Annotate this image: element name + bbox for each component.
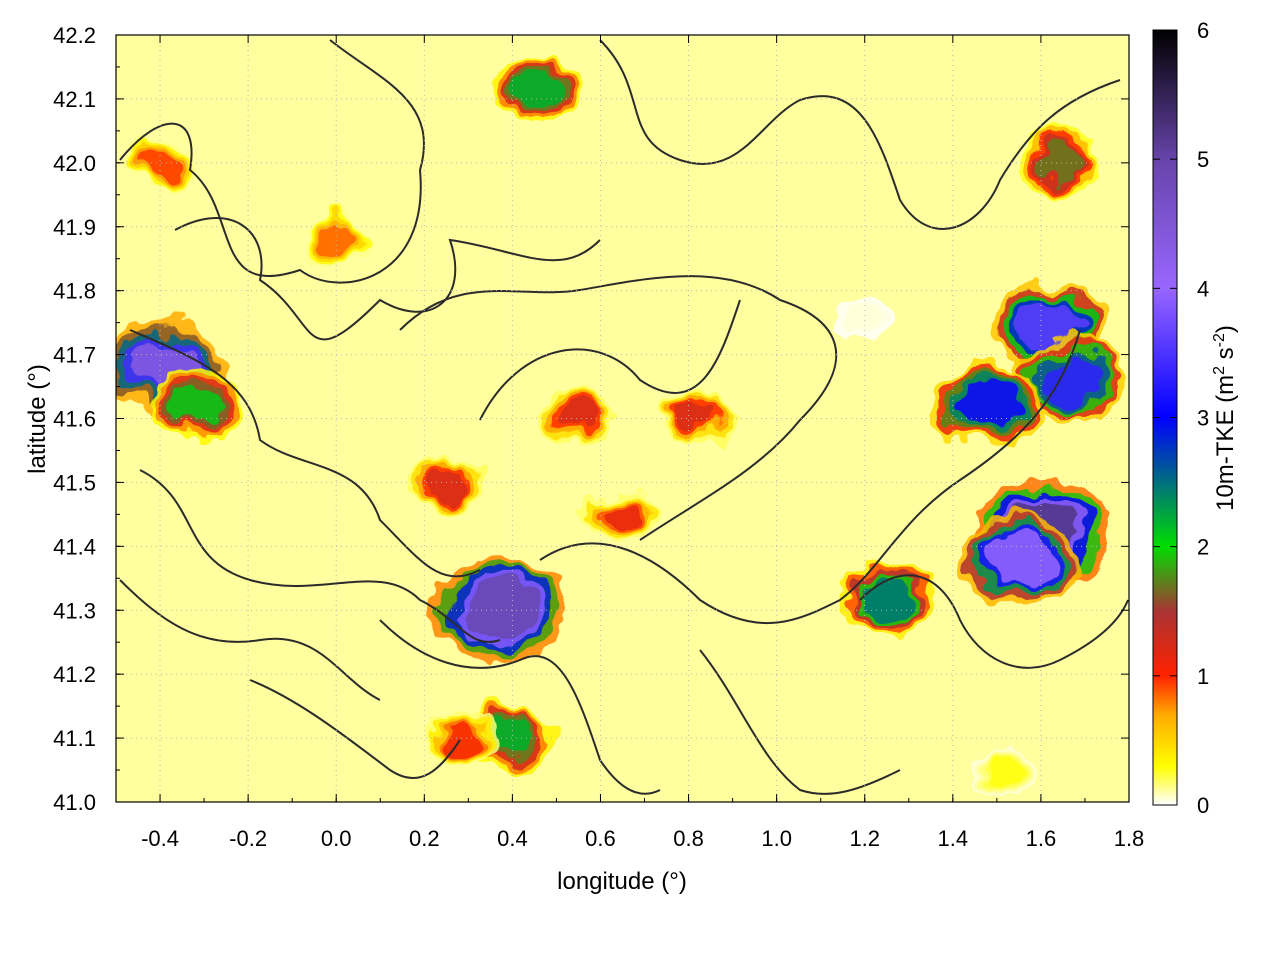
y-tick-label: 41.4 (53, 534, 96, 559)
terrain-contour (539, 329, 1081, 624)
colorbar-tick-label: 1 (1197, 664, 1209, 689)
tke-hotspot (487, 719, 538, 758)
terrain-contour (119, 579, 381, 701)
y-tick-label: 41.9 (53, 215, 96, 240)
y-tick-label: 41.3 (53, 598, 96, 623)
tke-hotspot (1041, 357, 1102, 404)
terrain-contour (599, 39, 1121, 230)
tke-hotspot (1018, 298, 1081, 347)
y-tick-label: 41.8 (53, 279, 96, 304)
tke-hotspot (1040, 145, 1086, 181)
colorbar-title-sup2: -2 (1211, 333, 1228, 347)
y-axis: 41.0 41.1 41.2 41.3 41.4 41.5 41.6 41.7 41.8 41.9… (53, 23, 1129, 815)
x-axis-title: longitude (°) (557, 868, 687, 895)
terrain-contours (119, 39, 1129, 795)
tke-hotspot (317, 224, 356, 255)
plot-area (116, 35, 1129, 802)
colorbar-title: 10m-TKE (m2 s-2) (1211, 325, 1239, 511)
y-tick-label: 41.1 (53, 726, 96, 751)
tke-hotspot (140, 147, 180, 178)
y-tick-label: 41.0 (53, 790, 96, 815)
tke-hotspot (959, 383, 1017, 428)
x-tick-label: 0.2 (409, 826, 440, 851)
tke-hotspot (676, 402, 718, 435)
colorbar-title-sup1: 2 (1211, 366, 1228, 375)
colorbar-ticks: 0 1 2 3 4 5 6 (1153, 18, 1209, 818)
x-tick-label: 0.0 (321, 826, 352, 851)
colorbar-tick-label: 0 (1197, 793, 1209, 818)
x-tick-label: 1.2 (849, 826, 880, 851)
terrain-contour (129, 329, 481, 578)
colorbar-title-mid: s (1212, 347, 1239, 366)
y-tick-label: 42.1 (53, 87, 96, 112)
colorbar-tick-label: 5 (1197, 147, 1209, 172)
terrain-contour (859, 574, 1129, 669)
x-tick-label: 1.4 (938, 826, 969, 851)
x-axis: -0.4 -0.2 0.0 0.2 0.4 0.6 0.8 1.0 1.2 1.4 1.6 1.8 (115, 35, 1145, 851)
y-axis-title: latitude (°) (24, 364, 51, 474)
colorbar-tick-label: 3 (1197, 406, 1209, 431)
terrain-contour (249, 679, 461, 780)
tke-hotspot (860, 577, 913, 618)
terrain-contour (699, 649, 901, 795)
y-tick-label: 41.5 (53, 470, 96, 495)
terrain-contour (139, 469, 501, 643)
y-tick-label: 41.2 (53, 662, 96, 687)
tke-hotspot (439, 722, 480, 754)
terrain-contour (399, 275, 838, 541)
colorbar-tick-label: 2 (1197, 535, 1209, 560)
x-tick-label: 1.8 (1114, 826, 1145, 851)
colorbar-tick-label: 6 (1197, 18, 1209, 43)
colorbar-title-end: ) (1212, 325, 1239, 333)
x-tick-label: 0.6 (585, 826, 616, 851)
terrain-contour (479, 299, 741, 421)
y-tick-label: 42.0 (53, 151, 96, 176)
tke-hotspot (557, 402, 600, 435)
tke-hotspot (602, 498, 643, 530)
terrain-contour (174, 217, 601, 341)
tke-hotspot (462, 581, 537, 639)
tke-hotspot (170, 386, 220, 425)
tke-field (116, 51, 1126, 793)
y-tick-label: 41.7 (53, 343, 96, 368)
terrain-contour (379, 619, 661, 795)
y-tick-label: 42.2 (53, 23, 96, 48)
terrain-contour (119, 39, 425, 284)
tke-hotspot (849, 310, 881, 335)
tke-hotspot (980, 757, 1014, 783)
x-tick-label: 0.8 (673, 826, 704, 851)
x-tick-label: 0.4 (497, 826, 528, 851)
colorbar-tick-label: 4 (1197, 276, 1209, 301)
tke-hotspot (509, 67, 560, 106)
x-tick-label: 1.6 (1026, 826, 1057, 851)
tke-hotspot (986, 533, 1052, 585)
x-tick-label: -0.4 (141, 826, 179, 851)
x-tick-label: 1.0 (761, 826, 792, 851)
colorbar: 0 1 2 3 4 5 6 10m-TKE (m2 s-2) (1152, 18, 1239, 818)
colorbar-title-main: 10m-TKE (m (1212, 375, 1239, 511)
y-tick-label: 41.6 (53, 407, 96, 432)
x-tick-label: -0.2 (229, 826, 267, 851)
